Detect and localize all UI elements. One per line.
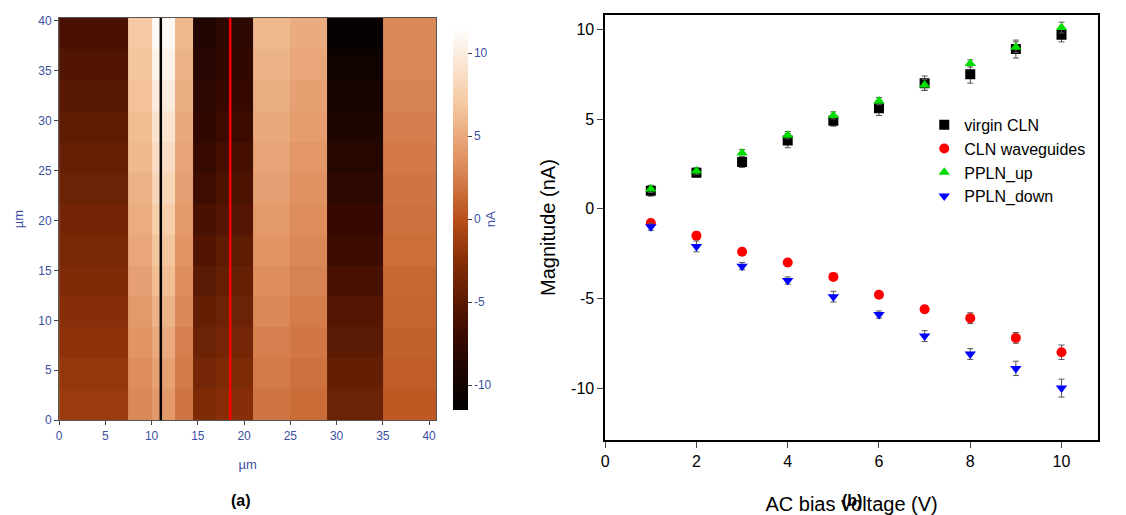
svg-text:µm: µm bbox=[11, 210, 26, 228]
svg-text:10: 10 bbox=[145, 429, 159, 443]
svg-text:(b): (b) bbox=[842, 492, 862, 509]
svg-text:virgin CLN: virgin CLN bbox=[964, 117, 1039, 134]
svg-text:25: 25 bbox=[38, 164, 52, 178]
svg-text:0: 0 bbox=[45, 413, 52, 427]
svg-text:nA: nA bbox=[483, 211, 498, 227]
svg-text:10: 10 bbox=[576, 21, 594, 38]
svg-text:AC bias voltage (V): AC bias voltage (V) bbox=[765, 493, 937, 515]
svg-text:40: 40 bbox=[38, 14, 52, 28]
svg-text:4: 4 bbox=[783, 453, 792, 470]
svg-text:CLN waveguides: CLN waveguides bbox=[964, 141, 1085, 158]
svg-text:5: 5 bbox=[102, 429, 109, 443]
svg-text:Magnitude (nA): Magnitude (nA) bbox=[537, 159, 559, 296]
svg-text:5: 5 bbox=[474, 129, 481, 143]
svg-text:40: 40 bbox=[422, 429, 436, 443]
svg-text:10: 10 bbox=[1053, 453, 1071, 470]
svg-text:10: 10 bbox=[38, 314, 52, 328]
svg-text:25: 25 bbox=[284, 429, 298, 443]
svg-text:35: 35 bbox=[38, 64, 52, 78]
svg-text:2: 2 bbox=[692, 453, 701, 470]
svg-text:15: 15 bbox=[191, 429, 205, 443]
svg-text:PPLN_down: PPLN_down bbox=[964, 188, 1053, 206]
svg-text:5: 5 bbox=[585, 111, 594, 128]
svg-text:PPLN_up: PPLN_up bbox=[964, 165, 1033, 183]
svg-text:30: 30 bbox=[38, 114, 52, 128]
svg-text:20: 20 bbox=[237, 429, 251, 443]
svg-text:(a): (a) bbox=[231, 492, 251, 509]
svg-text:µm: µm bbox=[239, 457, 257, 472]
svg-text:30: 30 bbox=[330, 429, 344, 443]
svg-text:-10: -10 bbox=[474, 378, 492, 392]
svg-text:5: 5 bbox=[45, 363, 52, 377]
svg-text:6: 6 bbox=[875, 453, 884, 470]
svg-text:-5: -5 bbox=[580, 290, 594, 307]
svg-text:20: 20 bbox=[38, 214, 52, 228]
svg-text:35: 35 bbox=[376, 429, 390, 443]
svg-text:-5: -5 bbox=[474, 295, 485, 309]
svg-text:15: 15 bbox=[38, 264, 52, 278]
svg-text:0: 0 bbox=[601, 453, 610, 470]
svg-text:8: 8 bbox=[966, 453, 975, 470]
svg-text:0: 0 bbox=[585, 200, 594, 217]
svg-text:0: 0 bbox=[474, 212, 481, 226]
svg-text:10: 10 bbox=[474, 46, 488, 60]
svg-text:0: 0 bbox=[56, 429, 63, 443]
svg-text:-10: -10 bbox=[571, 380, 594, 397]
